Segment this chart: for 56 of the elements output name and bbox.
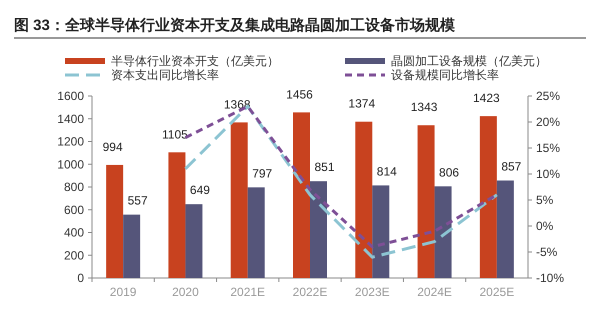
bar	[310, 181, 327, 278]
data-label: 806	[439, 165, 460, 180]
data-label: 649	[190, 183, 210, 198]
bar	[168, 152, 186, 278]
bar	[418, 125, 435, 278]
bar	[106, 164, 124, 278]
y-tick-label: 1000	[57, 157, 84, 172]
legend-label: 晶圆加工设备规模（亿美元）	[391, 54, 547, 68]
x-tick-label: 2025E	[480, 285, 514, 299]
y-tick-label: 800	[64, 180, 84, 194]
legend-label: 资本支出同比增长率	[111, 68, 219, 82]
bar	[434, 186, 452, 278]
bar	[123, 214, 140, 278]
bar	[293, 112, 310, 278]
y-tick-label: 200	[64, 248, 84, 262]
data-label: 1343	[410, 100, 438, 114]
y-tick-label: 600	[64, 202, 84, 217]
y2-tick-label: -5%	[536, 245, 558, 259]
bar	[372, 185, 390, 278]
data-label: 557	[128, 194, 148, 208]
data-label: 797	[252, 166, 273, 180]
y2-tick-label: 10%	[536, 167, 560, 181]
legend-label: 设备规模同比增长率	[391, 68, 499, 82]
y-tick-label: 1600	[57, 89, 84, 103]
y2-tick-label: 20%	[536, 115, 560, 129]
data-label: 1105	[162, 127, 188, 142]
data-label: 851	[314, 160, 335, 174]
x-tick-label: 2024E	[417, 285, 452, 299]
y2-tick-label: 25%	[536, 89, 560, 103]
y2-tick-label: -10%	[536, 271, 564, 285]
y2-tick-label: 5%	[536, 193, 554, 207]
data-label: 857	[501, 160, 522, 174]
legend-label: 半导体行业资本开支（亿美元）	[111, 54, 279, 68]
bar	[355, 122, 372, 278]
bar	[185, 204, 202, 278]
chart-title: 图 33：全球半导体行业资本开支及集成电路晶圆加工设备市场规模	[14, 16, 456, 34]
x-tick-label: 2020	[172, 285, 200, 299]
y-tick-label: 1200	[57, 134, 84, 148]
y-tick-label: 400	[64, 226, 84, 240]
bar	[496, 180, 514, 278]
y2-tick-label: 15%	[536, 141, 560, 155]
x-tick-label: 2021E	[230, 285, 266, 299]
data-label: 994	[102, 140, 123, 154]
data-label: 1374	[348, 96, 376, 111]
y-tick-label: 1400	[57, 112, 84, 126]
bar	[480, 116, 497, 278]
x-tick-label: 2022E	[292, 285, 328, 299]
x-tick-label: 2023E	[354, 285, 390, 299]
data-label: 814	[376, 164, 398, 178]
x-tick-label: 2019	[110, 285, 137, 299]
y2-tick-label: 0%	[536, 219, 554, 233]
y-tick-label: 0	[77, 271, 84, 285]
bar	[230, 122, 248, 278]
data-label: 1423	[473, 91, 500, 106]
data-label: 1456	[286, 87, 314, 102]
bar	[248, 187, 265, 278]
